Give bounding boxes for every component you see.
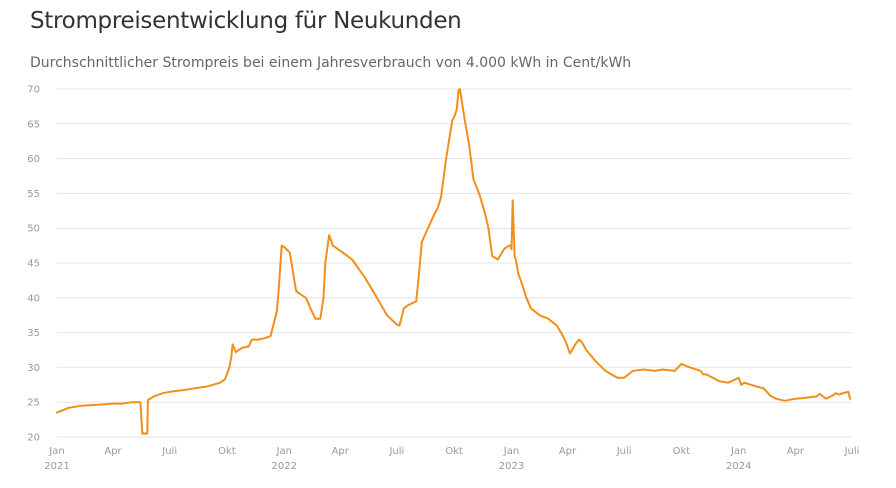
y-tick-label-70: 70 xyxy=(27,85,40,96)
x-tick-label-0: Jan xyxy=(48,446,64,457)
y-tick-label-50: 50 xyxy=(27,224,40,235)
y-tick-label-65: 65 xyxy=(27,119,40,130)
y-tick-label-55: 55 xyxy=(27,189,40,200)
x-tick-label-10: Juli xyxy=(616,446,632,457)
x-tick-label-8: Jan xyxy=(503,446,519,457)
x-tick-label-1: Apr xyxy=(104,446,122,457)
y-tick-label-30: 30 xyxy=(27,363,40,374)
x-tick-year-0: 2021 xyxy=(44,461,69,472)
x-tick-label-3: Okt xyxy=(218,446,236,457)
x-tick-label-4: Jan xyxy=(276,446,292,457)
x-tick-label-13: Apr xyxy=(787,446,805,457)
x-tick-year-12: 2024 xyxy=(726,461,751,472)
x-tick-label-11: Okt xyxy=(673,446,691,457)
y-tick-label-45: 45 xyxy=(27,259,40,270)
y-tick-label-20: 20 xyxy=(27,433,40,444)
x-tick-label-7: Okt xyxy=(445,446,463,457)
x-tick-label-5: Apr xyxy=(332,446,350,457)
x-tick-label-14: Juli xyxy=(844,446,860,457)
chart-title: Strompreisentwicklung für Neukunden xyxy=(30,8,462,34)
x-tick-label-12: Jan xyxy=(730,446,746,457)
y-tick-label-40: 40 xyxy=(27,293,40,304)
x-tick-year-8: 2023 xyxy=(499,461,524,472)
y-tick-label-60: 60 xyxy=(27,154,40,165)
x-tick-year-4: 2022 xyxy=(272,461,297,472)
x-tick-label-2: Juli xyxy=(161,446,177,457)
y-tick-label-25: 25 xyxy=(27,398,40,409)
y-tick-label-35: 35 xyxy=(27,328,40,339)
x-tick-label-6: Juli xyxy=(388,446,404,457)
chart-subtitle: Durchschnittlicher Strompreis bei einem … xyxy=(30,55,632,71)
x-tick-label-9: Apr xyxy=(559,446,577,457)
series-line-0 xyxy=(56,88,852,435)
